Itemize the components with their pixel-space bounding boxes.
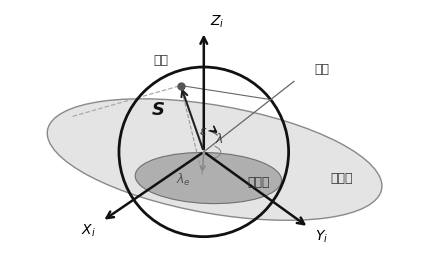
Text: $X_i$: $X_i$ [81,223,96,239]
Text: $\boldsymbol{S}$: $\boldsymbol{S}$ [151,101,165,119]
Text: $Z_i$: $Z_i$ [210,14,225,30]
Text: $Y_i$: $Y_i$ [315,229,328,245]
Text: 黄道面: 黄道面 [330,172,353,184]
Text: $\varepsilon$: $\varepsilon$ [199,125,207,138]
Ellipse shape [47,99,382,220]
Text: $\lambda$: $\lambda$ [214,132,223,146]
Ellipse shape [135,153,282,204]
Text: 赤道面: 赤道面 [247,176,269,189]
Text: 春分: 春分 [315,63,330,76]
Text: 太阳: 太阳 [153,54,168,67]
Text: $\lambda_e$: $\lambda_e$ [176,172,191,188]
